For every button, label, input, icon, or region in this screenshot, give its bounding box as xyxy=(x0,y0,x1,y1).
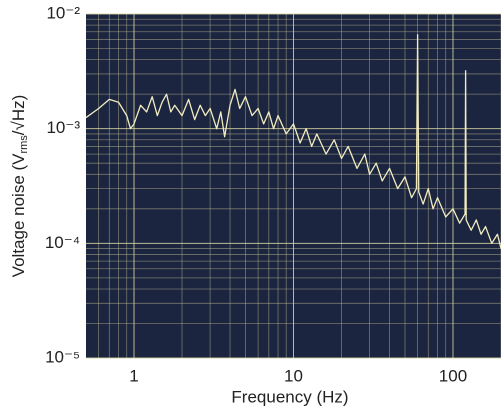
y-tick-label: 10⁻² xyxy=(46,3,80,22)
x-tick-label: 100 xyxy=(439,366,467,385)
y-axis-label: Voltage noise (Vrms/√Hz) xyxy=(9,95,29,278)
x-tick-label: 1 xyxy=(129,366,138,385)
y-label-main: Voltage noise (V xyxy=(9,153,28,277)
y-label-sub: rms xyxy=(18,135,30,154)
noise-line xyxy=(85,34,501,249)
y-tick-label: 10⁻⁴ xyxy=(45,233,80,252)
y-label-end: /√Hz) xyxy=(9,95,28,136)
y-tick-label: 10⁻⁵ xyxy=(45,347,80,366)
x-axis-label: Frequency (Hz) xyxy=(231,387,348,406)
x-tick-label: 10 xyxy=(284,366,303,385)
y-tick-label: 10⁻³ xyxy=(46,118,80,137)
